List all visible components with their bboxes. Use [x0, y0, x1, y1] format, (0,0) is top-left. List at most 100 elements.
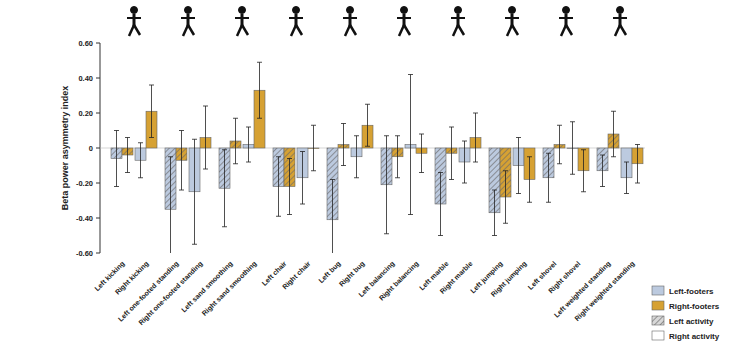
error-line: [440, 173, 441, 236]
error-cap: [168, 156, 173, 157]
legend-label: Left activity: [669, 317, 714, 326]
error-bar: [516, 138, 521, 194]
error-cap: [462, 141, 467, 142]
error-bar: [365, 104, 370, 146]
error-cap: [438, 172, 443, 173]
error-bar: [311, 125, 316, 171]
error-line: [332, 180, 333, 254]
icon-leg: [399, 25, 404, 36]
error-bar: [138, 143, 143, 178]
y-tick: [96, 78, 100, 79]
error-line: [518, 138, 519, 194]
error-cap: [527, 202, 532, 203]
error-bar: [168, 157, 173, 253]
icon-leg: [566, 25, 572, 35]
error-bar: [635, 145, 640, 184]
legend-swatch: [652, 301, 664, 310]
error-line: [356, 136, 357, 178]
error-line: [613, 111, 614, 157]
icon-arm: [397, 17, 411, 19]
x-tick-label: Right chair: [281, 260, 313, 292]
error-line: [626, 162, 627, 194]
error-bar: [384, 136, 389, 234]
error-cap: [233, 118, 238, 119]
error-cap: [138, 142, 143, 143]
error-bar: [330, 180, 335, 254]
error-cap: [384, 135, 389, 136]
error-cap: [611, 156, 616, 157]
error-line: [367, 104, 368, 146]
error-line: [464, 141, 465, 183]
legend-swatch: [652, 331, 664, 340]
error-line: [278, 157, 279, 217]
error-line: [475, 113, 476, 162]
error-cap: [611, 111, 616, 112]
icon-leg: [350, 25, 356, 35]
error-line: [181, 131, 182, 191]
error-cap: [354, 177, 359, 178]
icon-leg: [615, 25, 620, 36]
icon-body: [349, 14, 352, 26]
icon-arm: [505, 17, 519, 19]
error-cap: [546, 153, 551, 154]
x-tick-label: Right sand smoothing: [201, 260, 259, 318]
error-cap: [438, 235, 443, 236]
error-line: [302, 152, 303, 205]
error-line: [194, 139, 195, 244]
icon-arm: [559, 17, 573, 19]
error-line: [224, 150, 225, 227]
error-cap: [114, 130, 119, 131]
error-bar: [546, 153, 551, 202]
icon-head: [293, 7, 300, 14]
icon-body: [457, 14, 460, 26]
icon-head: [239, 7, 246, 14]
icon-head: [509, 7, 516, 14]
error-line: [116, 131, 117, 187]
error-cap: [276, 216, 281, 217]
icon-body: [295, 14, 298, 26]
error-line: [548, 153, 549, 202]
error-cap: [365, 104, 370, 105]
error-cap: [192, 244, 197, 245]
error-line: [451, 127, 452, 180]
icon-leg: [453, 25, 458, 36]
error-cap: [222, 149, 227, 150]
error-line: [637, 145, 638, 184]
error-line: [583, 150, 584, 192]
error-cap: [419, 172, 424, 173]
error-cap: [300, 204, 305, 205]
error-cap: [246, 162, 251, 163]
error-cap: [600, 155, 605, 156]
error-bar: [449, 127, 454, 180]
legend-label: Right activity: [669, 332, 720, 341]
error-cap: [125, 137, 130, 138]
icon-arm: [181, 17, 195, 19]
error-cap: [395, 177, 400, 178]
error-bar: [179, 131, 184, 191]
icon-arm: [127, 17, 141, 19]
legend-swatch: [652, 316, 664, 325]
error-cap: [203, 169, 208, 170]
error-cap: [192, 139, 197, 140]
icon-body: [619, 14, 622, 26]
error-cap: [503, 170, 508, 171]
legend-label: Right-footers: [669, 302, 720, 311]
error-cap: [492, 190, 497, 191]
error-cap: [635, 183, 640, 184]
error-line: [289, 159, 290, 215]
error-cap: [408, 214, 413, 215]
error-cap: [516, 137, 521, 138]
y-tick-label: -0.40: [76, 214, 93, 223]
error-cap: [462, 183, 467, 184]
y-tick: [96, 148, 100, 149]
error-cap: [557, 125, 562, 126]
error-bar: [581, 150, 586, 192]
icon-leg: [620, 25, 626, 35]
error-bar: [557, 125, 562, 164]
icon-head: [131, 7, 138, 14]
error-cap: [311, 125, 316, 126]
icon-head: [347, 7, 354, 14]
error-bar: [408, 75, 413, 215]
error-cap: [473, 113, 478, 114]
legend-swatch: [652, 286, 664, 295]
